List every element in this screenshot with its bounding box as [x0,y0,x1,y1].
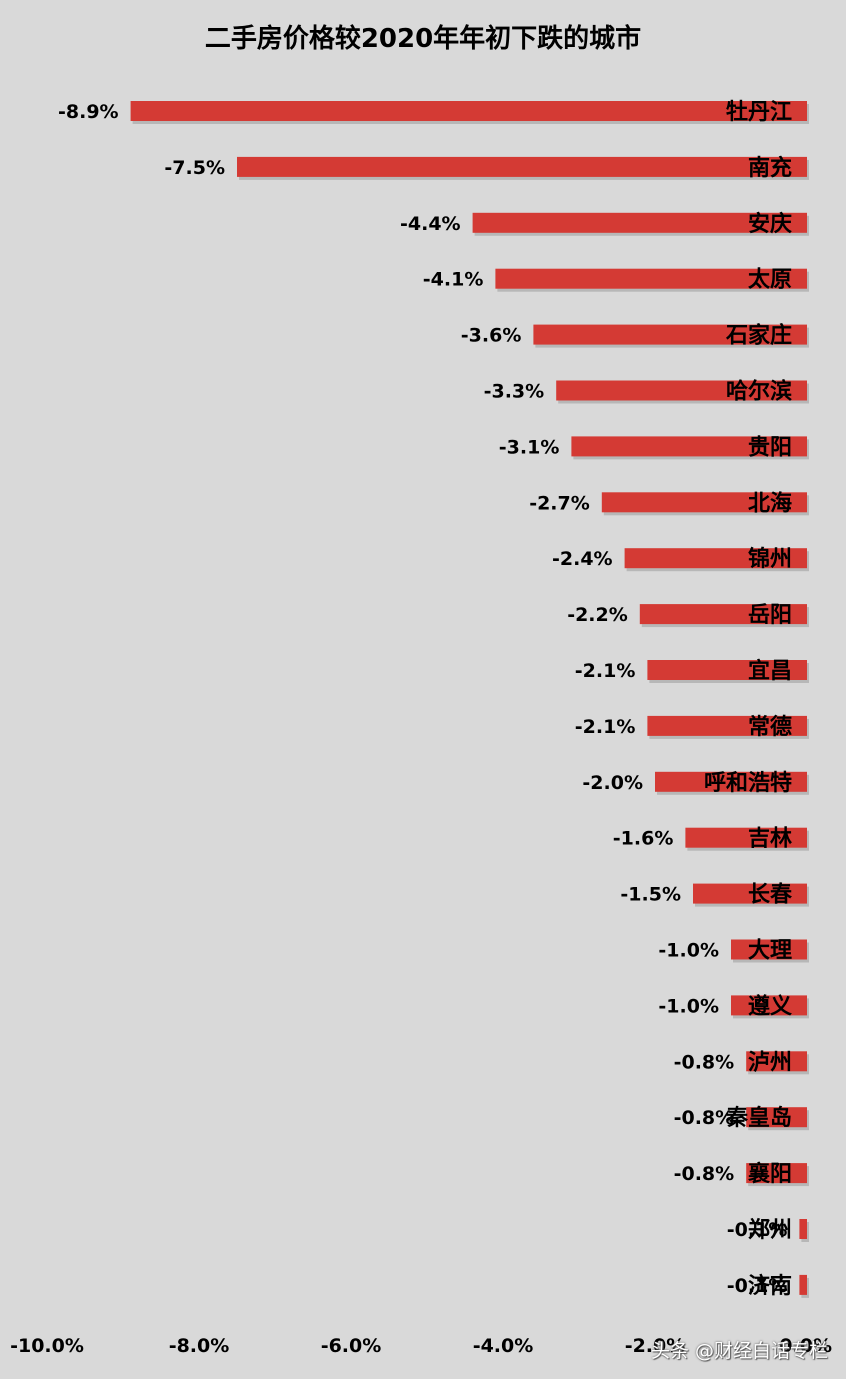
value-label: -3.3% [484,381,545,403]
category-label: 哈尔滨 [726,379,792,405]
value-label: -8.9% [58,101,119,123]
bar [571,436,807,457]
category-label: 济南 [748,1273,792,1299]
value-label: -0.1% [727,1275,788,1297]
category-label: 安庆 [748,211,792,237]
category-label: 秦皇岛 [725,1105,792,1131]
bar [655,771,807,792]
value-label: -0.8% [674,1163,735,1185]
value-label: -1.6% [613,828,674,850]
bars-layer [130,101,810,1298]
category-label: 长春 [748,883,792,908]
value-label: -2.7% [529,492,590,514]
category-label: 石家庄 [725,323,792,349]
value-label: -3.1% [499,436,560,458]
category-label: 郑州 [748,1218,792,1243]
value-label: -3.6% [461,325,522,347]
value-label: -1.0% [658,940,719,962]
bar [495,268,807,289]
category-label: 泸州 [748,1050,792,1075]
bar [639,604,807,625]
value-label: -2.1% [575,716,636,738]
x-tick-label: -2.0% [625,1335,686,1357]
value-label: -0.8% [674,1107,735,1129]
category-label: 遵义 [748,993,792,1019]
labels-layer: -8.9% 牡丹江 -7.5% 南充 -4.4% 安庆 -4.1% 太原 -3.6% 石家庄 -3.… [58,100,792,1299]
x-tick-label: -10.0% [10,1335,84,1357]
category-label: 吉林 [748,826,792,852]
bar [746,1107,807,1128]
bar [799,1219,807,1239]
bar [601,492,807,513]
bar [624,548,807,569]
bar [746,1163,807,1184]
bar [731,995,807,1016]
category-label: 常德 [748,714,792,740]
category-label: 宜昌 [748,658,792,684]
category-label: 大理 [748,939,792,964]
category-label: 牡丹江 [726,100,792,125]
bar [533,324,807,345]
category-label: 岳阳 [748,603,792,628]
category-label: 贵阳 [748,435,792,460]
value-label: -0.1% [727,1219,788,1241]
category-label: 北海 [748,490,792,516]
value-label: -1.0% [658,995,719,1017]
bar [237,156,807,177]
bar [647,660,807,680]
value-label: -2.4% [552,548,613,570]
watermark: 头条 @财经白话专栏 [650,1340,828,1362]
category-label: 南充 [748,155,792,181]
x-tick-label: -8.0% [169,1335,230,1357]
x-tick-label: -6.0% [321,1335,382,1357]
value-label: -0.8% [674,1051,735,1073]
category-label: 太原 [748,268,792,293]
x-tick-label: -4.0% [473,1335,534,1357]
bar [472,212,807,233]
bar [685,827,807,848]
value-label: -2.2% [567,604,628,626]
value-label: -7.5% [164,157,225,179]
value-label: -4.4% [400,213,461,235]
x-tick-label: 0.0% [779,1335,832,1357]
bar [647,715,807,736]
bar [693,883,807,904]
chart-title: 二手房价格较2020年年初下跌的城市 [204,24,642,54]
bar [746,1051,807,1072]
bar [731,939,807,960]
bar [130,101,808,121]
bar [556,380,807,401]
value-label: -2.0% [582,772,643,794]
x-axis: -10.0% -8.0% -6.0% -4.0% -2.0% 0.0% [10,1335,832,1357]
category-label: 锦州 [748,546,792,572]
category-label: 呼和浩特 [704,770,792,796]
category-label: 襄阳 [747,1161,792,1187]
value-label: -1.5% [620,884,681,906]
value-label: -2.1% [575,660,636,682]
value-label: -4.1% [423,269,484,291]
bar [799,1274,807,1295]
